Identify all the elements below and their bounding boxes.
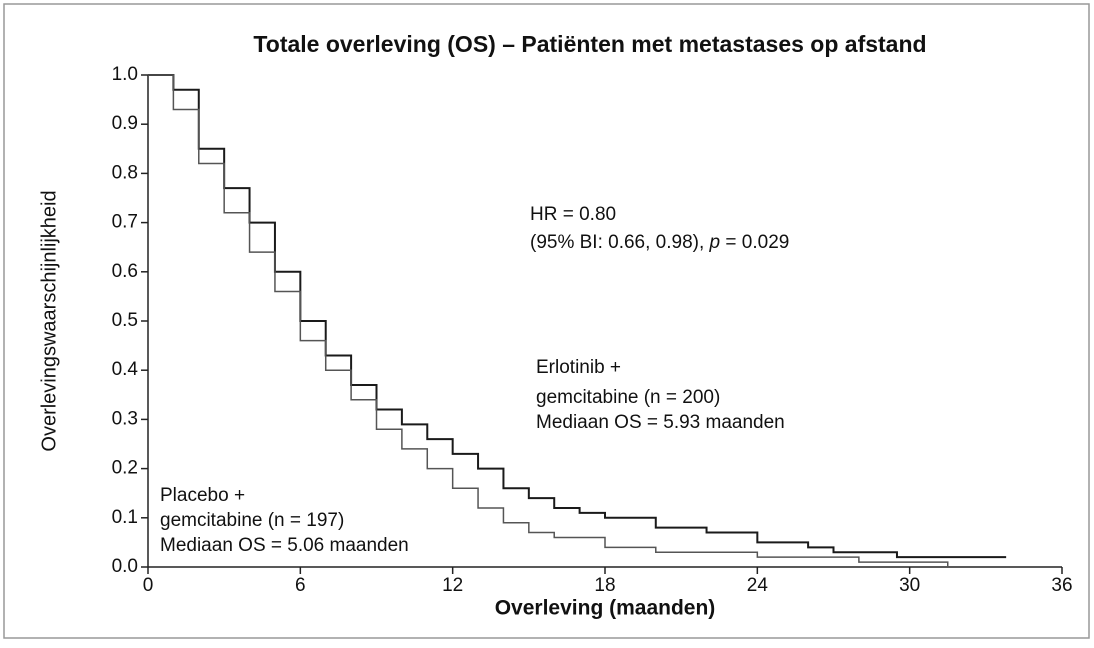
ci-text: (95% BI: 0.66, 0.98), — [530, 232, 710, 253]
y-tick-label: 0.3 — [112, 408, 138, 429]
erlotinib-label: gemcitabine (n = 200) — [536, 387, 720, 408]
x-tick-label: 6 — [295, 575, 306, 596]
x-tick-label: 12 — [442, 575, 463, 596]
survival-curve — [148, 74, 1007, 559]
x-tick-label: 0 — [143, 575, 154, 596]
survival-curve — [148, 74, 949, 567]
y-tick-label: 0.9 — [112, 113, 138, 134]
erlotinib-label: Erlotinib + — [536, 357, 621, 378]
erlotinib-label: Mediaan OS = 5.93 maanden — [536, 412, 785, 433]
y-tick-label: 0.8 — [112, 162, 138, 183]
placebo-label: Placebo + — [160, 485, 245, 506]
y-axis-label: Overlevingswaarschijnlijkheid — [38, 190, 60, 451]
y-tick-label: 0.0 — [112, 556, 138, 577]
placebo-label: gemcitabine (n = 197) — [160, 510, 344, 531]
y-tick-label: 0.2 — [112, 458, 138, 479]
chart-title: Totale overleving (OS) – Patiënten met m… — [253, 31, 926, 57]
y-tick-label: 0.1 — [112, 507, 138, 528]
ci-annotation: (95% BI: 0.66, 0.98), p = 0.029 — [530, 232, 789, 253]
y-tick-label: 1.0 — [112, 64, 138, 85]
hr-annotation: HR = 0.80 — [530, 204, 616, 225]
y-tick-label: 0.4 — [112, 359, 139, 380]
x-tick-label: 36 — [1051, 575, 1072, 596]
x-axis-label: Overleving (maanden) — [495, 597, 716, 620]
p-symbol: p — [709, 232, 721, 253]
x-tick-label: 30 — [899, 575, 920, 596]
x-tick-label: 18 — [594, 575, 615, 596]
x-tick-label: 24 — [747, 575, 769, 596]
y-tick-label: 0.6 — [112, 261, 138, 282]
y-tick-label: 0.5 — [112, 310, 138, 331]
placebo-label: Mediaan OS = 5.06 maanden — [160, 535, 409, 556]
y-tick-label: 0.7 — [112, 212, 138, 233]
p-value: = 0.029 — [720, 232, 789, 253]
